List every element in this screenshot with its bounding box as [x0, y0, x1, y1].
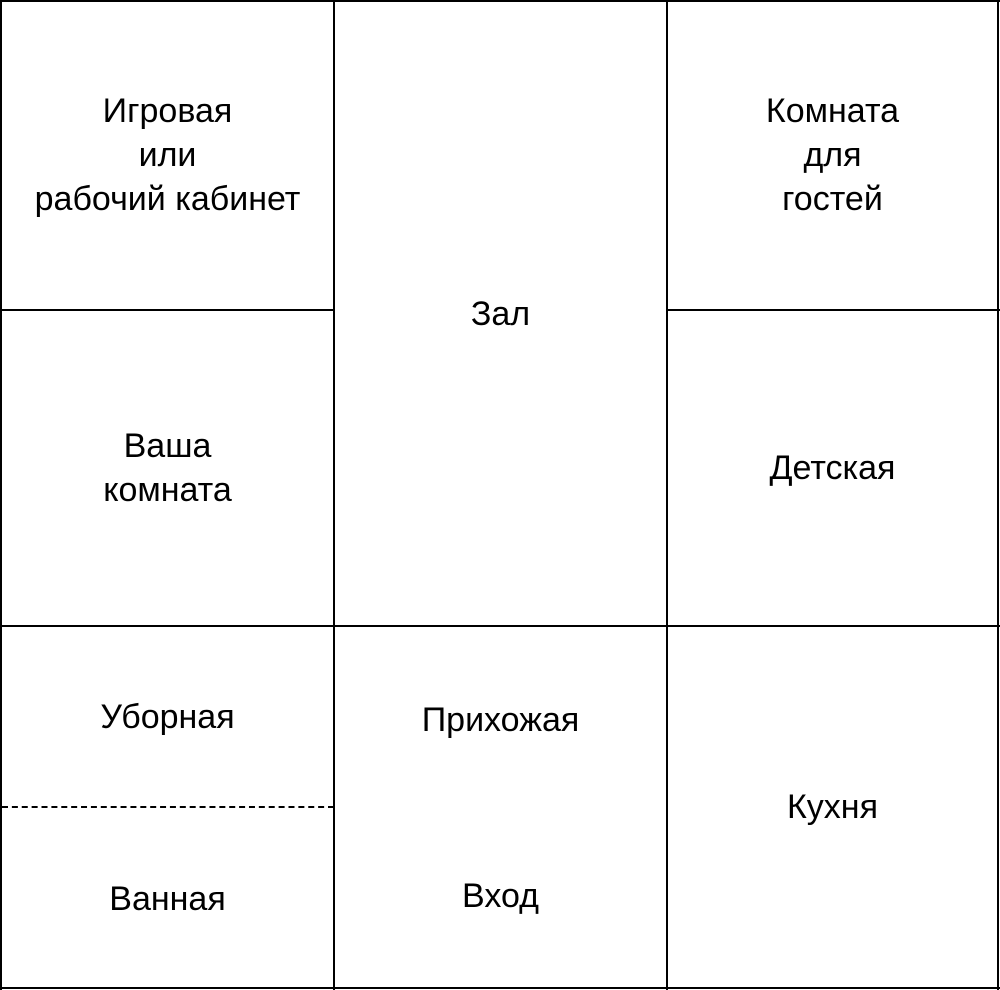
partition-dashed	[2, 806, 334, 808]
room-label: Ванная	[109, 880, 226, 918]
room-bathroom: Ванная	[2, 877, 333, 921]
room-label: Уборная	[100, 698, 235, 736]
room-kids-room: Детская	[668, 446, 997, 490]
room-label: Прихожая	[421, 701, 580, 739]
room-hall: Зал	[335, 292, 666, 336]
outer-wall-bottom	[0, 987, 1000, 989]
room-label: Ваша комната	[103, 427, 232, 509]
outer-wall-left	[0, 0, 2, 990]
room-guest-room: Комната для гостей	[668, 90, 997, 220]
wall-horizontal-middle	[0, 625, 1000, 627]
room-your-room: Ваша комната	[2, 424, 333, 512]
room-hallway: Прихожая	[335, 698, 666, 742]
wall-vertical-right	[666, 0, 668, 990]
room-game-room: Игровая или рабочий кабинет	[2, 90, 333, 220]
room-label: Вход	[462, 877, 539, 915]
room-label: Зал	[470, 295, 531, 333]
wall-horizontal-right-upper	[667, 309, 1000, 311]
wall-horizontal-left-upper	[0, 309, 334, 311]
room-label: Игровая или рабочий кабинет	[34, 92, 301, 218]
wall-vertical-left	[333, 0, 335, 990]
room-label: Кухня	[787, 788, 878, 826]
room-label: Детская	[769, 449, 896, 487]
outer-wall-right	[997, 0, 999, 990]
room-toilet: Уборная	[2, 695, 333, 739]
outer-wall-top	[0, 0, 1000, 2]
room-label: Комната для гостей	[765, 92, 900, 218]
room-entrance: Вход	[335, 874, 666, 918]
room-kitchen: Кухня	[668, 785, 997, 829]
